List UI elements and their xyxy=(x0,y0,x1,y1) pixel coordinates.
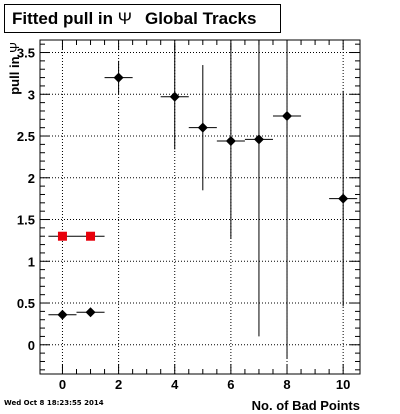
y-axis-title-symbol: Ψ xyxy=(7,42,22,53)
chart-title-rest: Global Tracks xyxy=(144,9,257,28)
timestamp-footer: Wed Oct 8 18:23:55 2014 xyxy=(4,399,104,407)
data-point-square xyxy=(57,231,67,241)
y-tick-label: 3.5 xyxy=(17,46,35,61)
y-tick-label: 2.5 xyxy=(17,129,35,144)
y-axis-title-text: pull in xyxy=(7,53,22,95)
plot-frame xyxy=(39,39,361,375)
y-tick-label: 1.5 xyxy=(17,213,35,228)
x-tick-label: 2 xyxy=(115,377,122,392)
x-tick-label: 8 xyxy=(283,377,290,392)
y-tick-label: 1 xyxy=(28,254,35,269)
data-point-diamond xyxy=(282,110,293,121)
data-point-diamond xyxy=(197,122,208,133)
data-point-square xyxy=(86,231,96,241)
y-axis-title: pull in Ψ xyxy=(7,42,22,95)
chart-title: Fitted pull in Ψ Global Tracks xyxy=(4,4,281,33)
data-point-diamond xyxy=(225,136,236,147)
data-point-diamond xyxy=(253,134,264,145)
data-point-diamond xyxy=(338,193,349,204)
data-point-diamond xyxy=(57,309,68,320)
chart-title-main: Fitted pull in xyxy=(12,9,118,28)
data-point-diamond xyxy=(113,72,124,83)
y-tick-label: 2 xyxy=(28,171,35,186)
chart-title-symbol: Ψ xyxy=(117,9,132,28)
x-tick-label: 10 xyxy=(336,377,350,392)
y-tick-label: 0.5 xyxy=(17,296,35,311)
x-tick-label: 0 xyxy=(59,377,66,392)
data-point-diamond xyxy=(85,307,96,318)
x-axis-title: No. of Bad Points xyxy=(252,398,360,413)
x-tick-label: 4 xyxy=(171,377,179,392)
y-tick-label: 0 xyxy=(28,338,35,353)
x-tick-label: 6 xyxy=(227,377,234,392)
data-point-diamond xyxy=(169,91,180,102)
y-tick-label: 3 xyxy=(28,87,35,102)
